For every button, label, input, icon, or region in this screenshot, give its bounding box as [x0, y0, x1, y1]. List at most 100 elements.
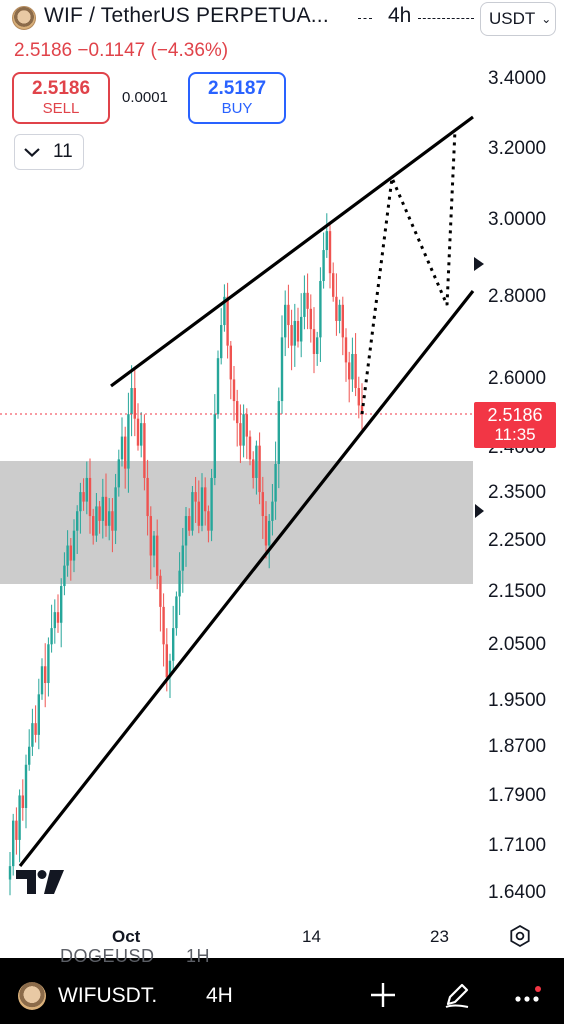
candle-body [312, 329, 316, 354]
candle-body [357, 388, 360, 406]
price-chart[interactable] [0, 0, 564, 958]
price-axis-label: 3.2000 [488, 138, 547, 159]
last-price-tag: 2.5186 11:35 [474, 402, 556, 448]
candle-body [354, 353, 357, 389]
price-change: −0.1147 [77, 40, 146, 61]
candle-body [101, 496, 104, 521]
candle-body [287, 304, 290, 326]
candle-body [104, 496, 108, 526]
time-axis-label: 23 [430, 927, 449, 946]
candle-body [124, 436, 127, 469]
candle-body [34, 723, 37, 735]
candle-body [274, 463, 277, 502]
price-axis-label: 2.6000 [488, 368, 547, 389]
bottom-symbol-button[interactable]: WIFUSDT. [58, 984, 158, 1007]
candle-body [111, 511, 114, 531]
price-axis-label: 3.4000 [488, 68, 547, 89]
candle-body [322, 250, 325, 282]
candle-body [194, 492, 197, 502]
axis-marker-icon [475, 504, 484, 518]
candle-body [15, 820, 18, 840]
gear-icon[interactable] [508, 924, 532, 948]
time-axis-label: 14 [302, 927, 321, 946]
candle-body [210, 477, 213, 531]
candle-body [85, 477, 88, 502]
candle-body [120, 436, 124, 460]
candle-body [159, 575, 162, 607]
candle-body [133, 388, 136, 419]
candle-body [220, 325, 223, 359]
bottom-interval-button[interactable]: 4H [206, 984, 233, 1007]
candle-body [344, 337, 348, 363]
candle-body [328, 231, 332, 274]
candle-body [255, 445, 258, 478]
candle-body [56, 612, 60, 623]
candle-body [348, 362, 351, 380]
candle-body [280, 337, 284, 402]
buy-button[interactable]: 2.5187 BUY [188, 72, 286, 124]
sell-button[interactable]: 2.5186 SELL [12, 72, 110, 124]
candle-body [226, 296, 229, 346]
ghost-symbol-row: DOGEUSD 1H [60, 946, 210, 967]
candle-body [184, 516, 188, 546]
candle-body [341, 304, 344, 338]
candle-body [31, 723, 34, 747]
candle-body [37, 694, 40, 735]
candle-body [18, 795, 21, 840]
candles [8, 213, 364, 896]
time-axis-label: Oct [112, 927, 141, 946]
axis-marker-icon [474, 257, 484, 271]
candle-body [252, 459, 255, 478]
candle-body [72, 530, 76, 561]
candle-body [303, 292, 306, 317]
buy-label: BUY [221, 100, 253, 118]
candle-body [245, 414, 248, 437]
candle-body [130, 388, 133, 415]
candle-body [165, 644, 168, 678]
candle-body [162, 606, 165, 645]
candle-body [325, 231, 328, 251]
ghost-interval: 1H [186, 946, 211, 966]
candle-body [261, 492, 264, 517]
chevron-down-icon [24, 148, 40, 158]
candle-body [8, 866, 12, 880]
candle-body [216, 358, 220, 415]
candle-body [98, 506, 101, 521]
price-axis-label: 2.0500 [488, 634, 547, 655]
candle-body [178, 570, 181, 597]
more-icon[interactable] [512, 980, 542, 1010]
candle-body [296, 320, 300, 342]
price-axis-label: 1.7100 [488, 835, 547, 856]
pen-icon[interactable] [442, 980, 472, 1010]
candle-body [66, 545, 69, 566]
price-change-percent: (−4.36%) [150, 40, 229, 61]
interval-label[interactable]: 4h [388, 4, 412, 27]
currency-select[interactable]: USDT ⌄ [480, 2, 556, 36]
plus-icon[interactable] [368, 980, 398, 1010]
candle-body [332, 273, 335, 297]
candle-body [229, 345, 232, 380]
spread-value: 0.0001 [122, 89, 168, 106]
candle-body [143, 423, 146, 478]
candle-body [181, 545, 184, 571]
ghost-symbol: DOGEUSD [60, 946, 155, 966]
price-axis-label: 1.6400 [488, 882, 547, 903]
candle-body [264, 516, 268, 546]
currency-label: USDT [489, 9, 536, 28]
quote-line: 2.5186 −0.1147 (−4.36%) [14, 40, 228, 62]
candle-body [268, 520, 271, 546]
candle-body [60, 586, 63, 623]
symbol-title[interactable]: WIF / TetherUS PERPETUA... [44, 4, 329, 27]
price-axis-label: 1.7900 [488, 785, 547, 806]
chevron-down-icon: ⌄ [541, 12, 552, 26]
candle-body [271, 501, 274, 521]
support-zone [0, 461, 473, 584]
candle-body [127, 414, 130, 469]
candle-body [76, 511, 79, 531]
indicators-collapse-button[interactable]: 11 [14, 134, 84, 170]
candle-body [108, 511, 111, 526]
candle-body [204, 487, 207, 512]
candle-body [88, 477, 92, 517]
price-axis-label: 1.9500 [488, 690, 547, 711]
candle-body [140, 423, 143, 446]
